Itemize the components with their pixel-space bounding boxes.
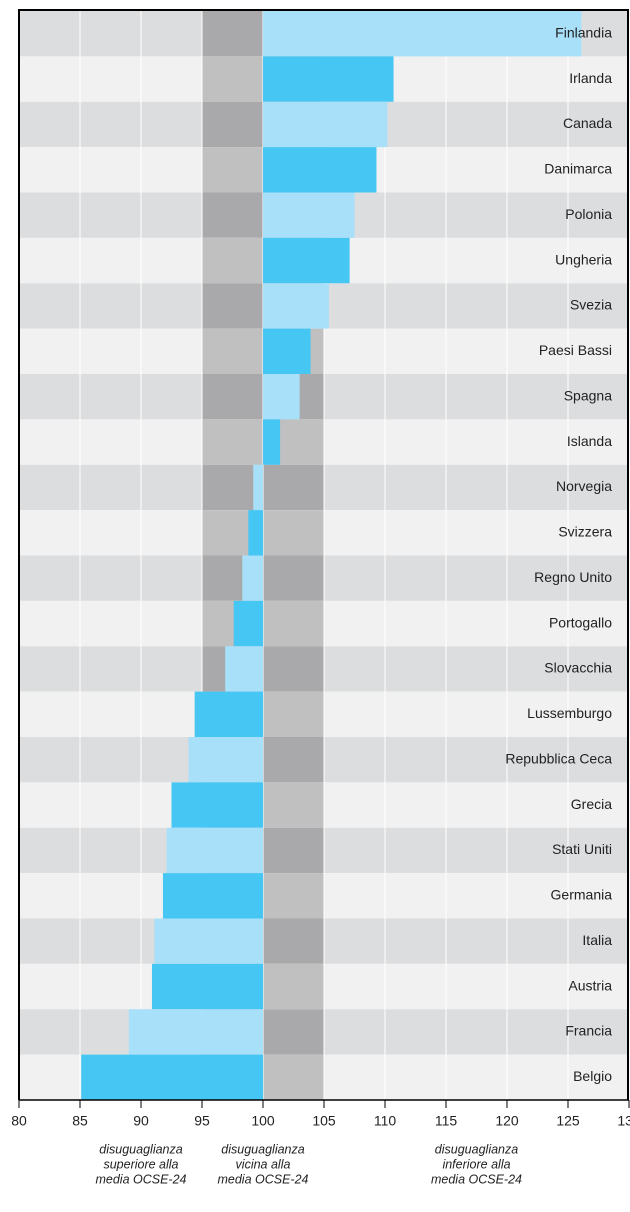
bar <box>263 328 311 374</box>
x-tick-label: 115 <box>435 1113 458 1129</box>
bar <box>263 419 281 465</box>
bar <box>154 918 263 964</box>
category-label: Repubblica Ceca <box>505 750 612 766</box>
annotation: inferiore alla <box>442 1157 510 1171</box>
category-label: Paesi Bassi <box>539 342 612 358</box>
x-tick-label: 105 <box>312 1113 336 1129</box>
category-label: Italia <box>582 932 612 948</box>
x-tick-label: 125 <box>556 1113 580 1129</box>
bar <box>242 555 263 601</box>
category-label: Canada <box>563 115 612 131</box>
x-tick-label: 120 <box>495 1113 519 1129</box>
category-label: Lussemburgo <box>527 705 612 721</box>
category-label: Svizzera <box>558 524 612 540</box>
bar <box>166 827 263 874</box>
bar <box>171 782 263 828</box>
category-label: Grecia <box>571 796 612 812</box>
bar <box>263 192 355 238</box>
plot-frame <box>18 9 629 1100</box>
category-label: Svezia <box>570 297 612 313</box>
x-tick-label: 90 <box>133 1113 149 1129</box>
bar <box>162 873 263 919</box>
bar <box>263 11 582 57</box>
x-tick-label: 130 <box>617 1113 630 1129</box>
category-label: Austria <box>568 977 612 993</box>
annotation: superiore alla <box>103 1157 178 1171</box>
category-label: Finlandia <box>555 24 612 40</box>
x-tick-label: 80 <box>11 1113 27 1129</box>
annotation: media OCSE-24 <box>431 1172 522 1186</box>
annotation: media OCSE-24 <box>217 1172 308 1186</box>
category-label: Germania <box>551 887 613 903</box>
bar <box>128 1009 263 1055</box>
x-tick-label: 95 <box>194 1113 210 1129</box>
bar <box>188 737 263 783</box>
annotation: vicina alla <box>236 1157 291 1171</box>
bar <box>263 147 377 193</box>
category-label: Belgio <box>573 1068 612 1084</box>
bar <box>253 464 263 511</box>
category-label: Islanda <box>567 433 612 449</box>
annotation: media OCSE-24 <box>95 1172 186 1186</box>
bar <box>151 963 263 1010</box>
category-label: Polonia <box>565 206 612 222</box>
category-label: Spagna <box>564 387 612 403</box>
bar <box>263 283 329 329</box>
category-label: Danimarca <box>544 161 612 177</box>
category-label: Portogallo <box>549 614 612 630</box>
annotation: disuguaglianza <box>99 1142 182 1156</box>
category-label: Norvegia <box>556 478 612 494</box>
x-tick-label: 85 <box>72 1113 88 1129</box>
category-label: Irlanda <box>569 70 612 86</box>
x-tick-label: 110 <box>374 1113 397 1129</box>
category-label: Ungheria <box>555 251 612 267</box>
annotation: disuguaglianza <box>221 1142 304 1156</box>
category-label: Regno Unito <box>534 569 612 585</box>
bar <box>233 600 263 647</box>
bar <box>248 510 263 556</box>
bar <box>81 1054 263 1100</box>
bar <box>194 691 263 737</box>
bar <box>263 374 300 420</box>
x-tick-label: 100 <box>251 1113 275 1129</box>
annotation: disuguaglianza <box>435 1142 518 1156</box>
bar <box>263 56 394 102</box>
category-label: Francia <box>565 1023 612 1039</box>
category-label: Stati Uniti <box>552 841 612 857</box>
bar <box>263 101 388 148</box>
category-label: Slovacchia <box>544 660 612 676</box>
bar <box>225 646 263 692</box>
bar <box>263 237 350 284</box>
